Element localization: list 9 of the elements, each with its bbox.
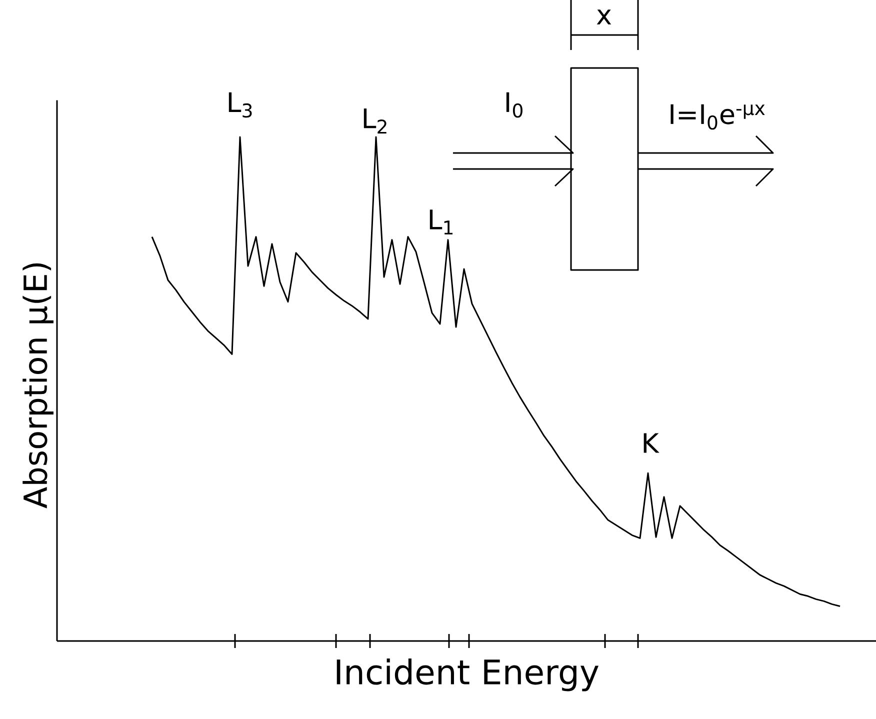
text: L$_{3}$ — [228, 92, 252, 118]
annotation: L$_{1}$ — [430, 210, 452, 234]
text: x — [596, 10, 612, 24]
x-axis-title: Incident Energy — [336, 658, 599, 692]
y-axis-title: Absorption μ(E) — [22, 263, 54, 508]
text: I=I$_{0}$e$^{-μx}$ — [670, 104, 765, 130]
text: I$_{0}$ — [506, 92, 522, 118]
text: L$_{2}$ — [364, 108, 386, 134]
annotation: K — [644, 433, 660, 453]
